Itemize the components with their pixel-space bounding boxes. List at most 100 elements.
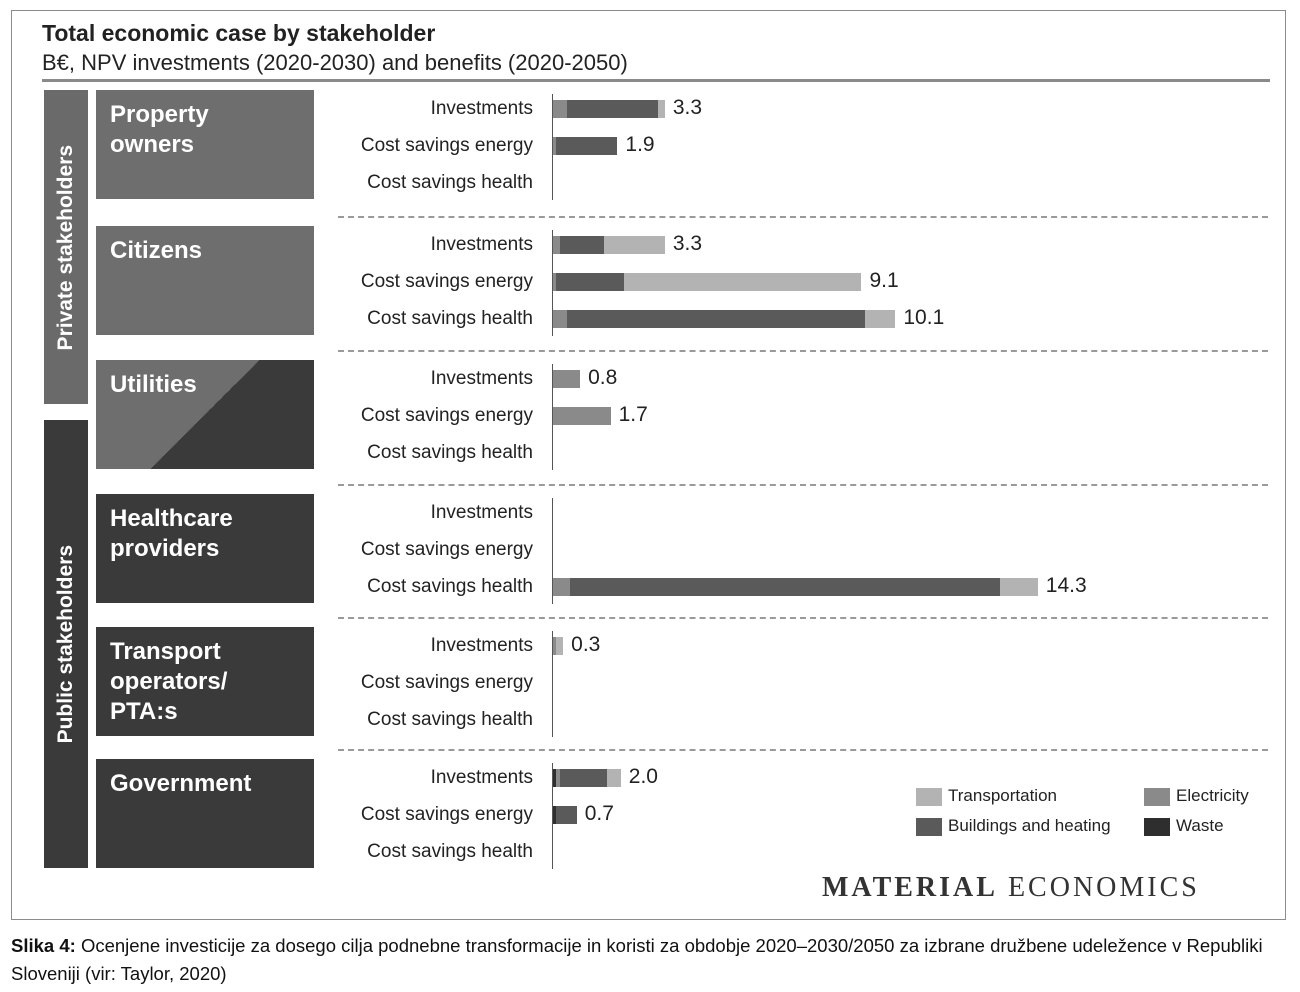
legend-swatch [1144, 787, 1170, 806]
row-label: Cost savings health [367, 172, 533, 193]
row-label: Investments [430, 98, 533, 119]
legend-item: Transportation [916, 786, 1057, 808]
chart-title: Total economic case by stakeholder [42, 20, 436, 46]
data-label: 14.3 [1045, 574, 1087, 597]
axis-line [552, 498, 553, 604]
axis-line [552, 94, 553, 200]
bar-segment-transportation [864, 310, 896, 328]
row-label: Cost savings health [367, 709, 533, 730]
bar-segment-waste [553, 806, 557, 824]
brand-part1: MATERIAL [822, 872, 998, 903]
bar-segment-electricity [553, 310, 567, 328]
legend-swatch [916, 787, 942, 806]
stakeholder-label: Government [110, 770, 252, 797]
data-label: 0.3 [571, 633, 601, 656]
stakeholder-label: Citizens [110, 237, 203, 264]
bar-segment-buildings-and-heating [566, 100, 659, 118]
bar-segment-buildings-and-heating [556, 273, 625, 291]
stakeholder-label: Healthcare providers [110, 505, 233, 562]
legend: Transportation Electricity Buildings and h… [916, 786, 1276, 846]
legend-label: Buildings and heating [948, 816, 1111, 835]
bar-segment-electricity [553, 407, 611, 425]
bar-segment-buildings-and-heating [566, 310, 865, 328]
brand-part2: ECONOMICS [1007, 872, 1200, 903]
bar-segment-transportation [556, 637, 564, 655]
stakeholder-box: Transport operators/ PTA:s [96, 627, 314, 736]
axis-line [552, 364, 553, 470]
bar-segment-buildings-and-heating [559, 769, 608, 787]
row-label: Cost savings health [367, 442, 533, 463]
stakeholder-box: Property owners [96, 90, 314, 199]
row-label: Cost savings health [367, 308, 533, 329]
caption-text: Ocenjene investicije za dosego cilja pod… [11, 935, 1263, 984]
bar-segment-transportation [658, 100, 665, 118]
group-separator [338, 216, 1268, 218]
axis-line [552, 631, 553, 737]
row-label: Investments [430, 767, 533, 788]
group-separator [338, 350, 1268, 352]
legend-swatch [916, 817, 942, 836]
stakeholder-box: Government [96, 759, 314, 868]
category-panel-private: Private stakeholders [44, 90, 88, 404]
bar-segment-waste [553, 769, 557, 787]
bar-segment-electricity [553, 578, 570, 596]
data-label: 2.0 [628, 765, 658, 788]
group-separator [338, 617, 1268, 619]
data-label: 0.7 [584, 802, 614, 825]
category-label: Private stakeholders [54, 144, 77, 350]
bar-segment-buildings-and-heating [559, 236, 604, 254]
data-label: 3.3 [672, 232, 703, 255]
data-label: 9.1 [869, 269, 899, 292]
axis-line [552, 763, 553, 869]
row-label: Cost savings energy [360, 135, 533, 156]
row-label: Investments [430, 635, 533, 656]
legend-item: Electricity [1144, 786, 1249, 808]
bar-segment-buildings-and-heating [569, 578, 1001, 596]
bar-segment-electricity [553, 273, 557, 291]
legend-label: Waste [1176, 816, 1224, 835]
bar-segment-electricity [553, 236, 560, 254]
bar-segment-electricity [556, 769, 560, 787]
category-panel-public: Public stakeholders [44, 420, 88, 868]
bar-segment-electricity [553, 370, 581, 388]
stakeholder-label: Utilities [110, 371, 197, 398]
stakeholder-label: Property owners [110, 101, 209, 158]
header-rule [42, 79, 1270, 82]
legend-item: Buildings and heating [916, 816, 1111, 838]
stakeholder-box: Healthcare providers [96, 494, 314, 603]
caption-label: Slika 4: [11, 935, 76, 956]
data-label: 0.8 [588, 366, 618, 389]
stakeholder-box: Citizens [96, 226, 314, 335]
row-label: Cost savings energy [360, 539, 533, 560]
legend-label: Transportation [948, 786, 1057, 805]
row-label: Investments [430, 368, 533, 389]
data-label: 1.7 [618, 403, 648, 426]
bar-segment-transportation [607, 769, 621, 787]
group-separator [338, 749, 1268, 751]
bar-segment-electricity [553, 137, 557, 155]
group-separator [338, 484, 1268, 486]
axis-line [552, 230, 553, 336]
row-label: Cost savings energy [360, 271, 533, 292]
figure-caption: Slika 4: Ocenjene investicije za dosego … [11, 932, 1296, 988]
bar-segment-transportation [1000, 578, 1038, 596]
legend-swatch [1144, 817, 1170, 836]
row-label: Cost savings energy [360, 672, 533, 693]
bar-segment-transportation [624, 273, 862, 291]
row-label: Cost savings energy [360, 804, 533, 825]
row-label: Cost savings energy [360, 405, 533, 426]
row-label: Cost savings health [367, 576, 533, 597]
legend-item: Waste [1144, 816, 1224, 838]
stakeholder-label: Transport operators/ PTA:s [110, 638, 228, 725]
bar-segment-transportation [603, 236, 665, 254]
chart-subtitle: B€, NPV investments (2020-2030) and bene… [42, 50, 628, 75]
row-label: Investments [430, 502, 533, 523]
bar-segment-electricity [553, 637, 557, 655]
bar-segment-buildings-and-heating [556, 806, 577, 824]
bar-segment-electricity [553, 100, 567, 118]
data-label: 10.1 [903, 306, 945, 329]
bar-segment-buildings-and-heating [556, 137, 618, 155]
row-label: Cost savings health [367, 841, 533, 862]
stakeholder-box: Utilities [96, 360, 314, 469]
brand-logo: MATERIAL ECONOMICS [822, 872, 1200, 904]
